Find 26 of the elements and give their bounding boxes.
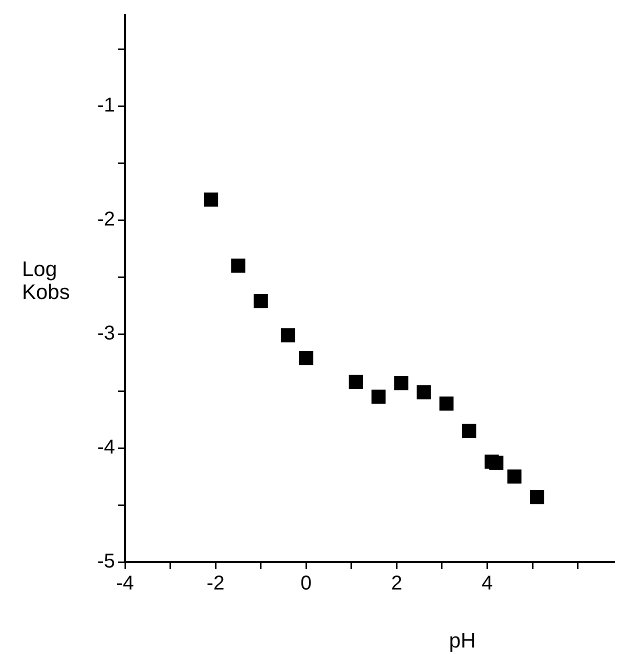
x-tick-label: 0 bbox=[300, 572, 312, 595]
y-tick-label: -3 bbox=[97, 322, 115, 345]
point bbox=[371, 390, 386, 404]
point bbox=[348, 374, 363, 390]
point bbox=[299, 350, 314, 366]
x-tick-label: 4 bbox=[482, 572, 493, 595]
y-tick-label: -4 bbox=[97, 436, 115, 459]
y-tick-label: -1 bbox=[97, 94, 115, 117]
point bbox=[394, 376, 408, 390]
point bbox=[416, 385, 431, 400]
point bbox=[280, 328, 296, 342]
y-axis-title: Log Kobs bbox=[22, 258, 70, 304]
point bbox=[204, 192, 218, 207]
x-tick-label: -2 bbox=[206, 572, 224, 595]
point bbox=[530, 490, 544, 504]
point bbox=[439, 396, 454, 411]
point bbox=[489, 456, 504, 470]
point bbox=[254, 294, 268, 308]
x-tick-label: -4 bbox=[116, 572, 134, 595]
point bbox=[231, 258, 246, 273]
point bbox=[507, 469, 522, 484]
x-tick-label: 2 bbox=[391, 572, 402, 595]
y-tick-label: -5 bbox=[97, 550, 115, 573]
x-axis-title: pH bbox=[448, 629, 476, 652]
y-tick-label: -2 bbox=[97, 208, 115, 231]
point bbox=[462, 424, 476, 438]
